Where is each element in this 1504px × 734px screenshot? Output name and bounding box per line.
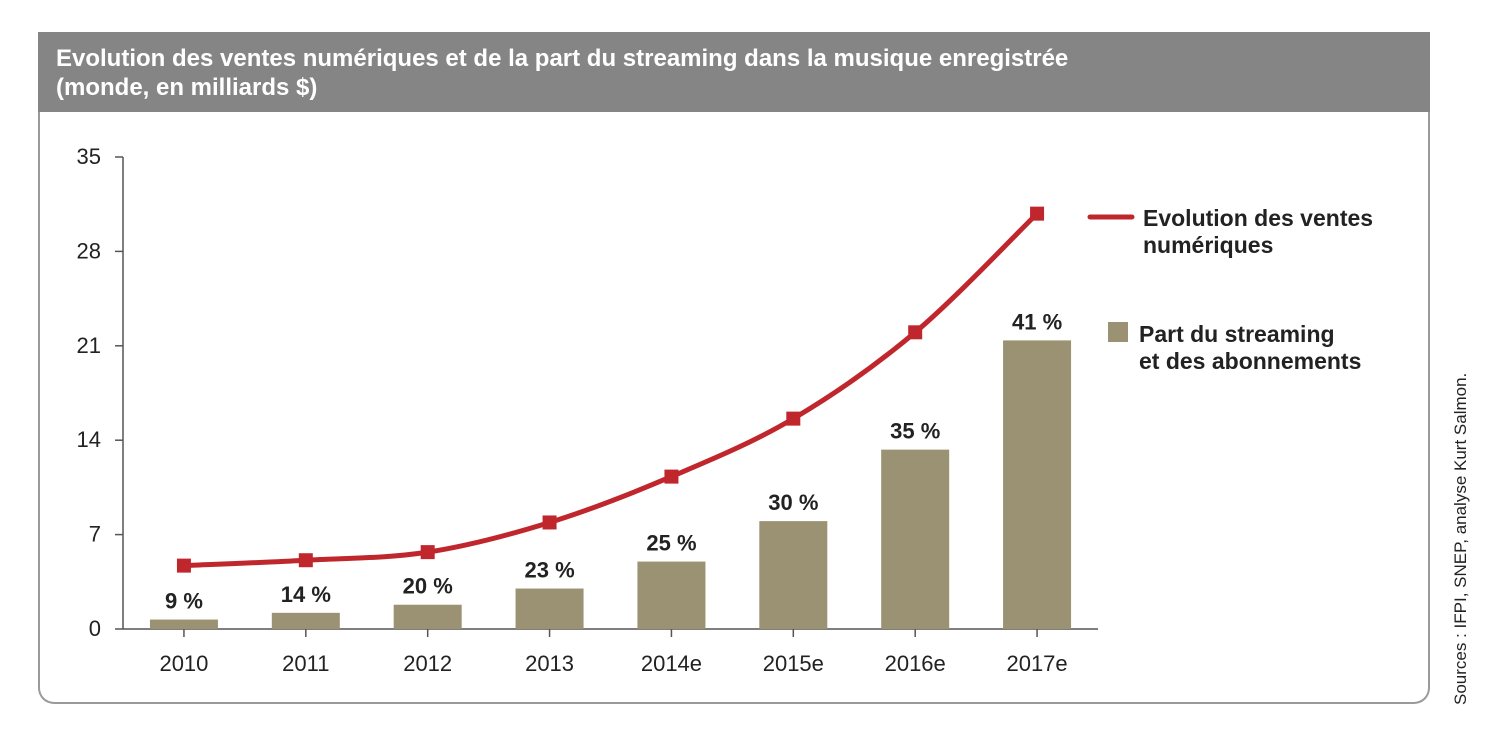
y-tick-label: 0	[89, 616, 101, 641]
x-tick-label: 2011	[282, 651, 329, 676]
bar-data-label: 41 %	[1012, 309, 1062, 334]
legend-label-line-2: et des abonnements	[1139, 348, 1361, 374]
y-tick-label: 14	[77, 427, 101, 452]
line-point-marker	[176, 558, 191, 573]
x-tick-label: 2014e	[641, 651, 702, 676]
chart-title-bar: Evolution des ventes numériques et de la…	[38, 32, 1430, 112]
bar-streaming-share	[515, 588, 584, 629]
bar-data-label: 35 %	[890, 419, 940, 444]
x-tick-label: 2015e	[763, 651, 824, 676]
y-tick-label: 21	[77, 333, 101, 358]
bar-streaming-share	[637, 561, 706, 629]
x-tick-label: 2017e	[1006, 651, 1067, 676]
bar-streaming-share	[1003, 340, 1072, 629]
bar-streaming-share	[149, 619, 218, 629]
bar-data-label: 25 %	[646, 531, 696, 556]
legend-label-line-2: numériques	[1143, 232, 1273, 258]
x-tick-label: 2010	[159, 651, 208, 676]
bar-streaming-share	[393, 604, 462, 629]
legend-label-line-1: Evolution des ventes	[1143, 205, 1373, 231]
x-tick-label: 2012	[403, 651, 452, 676]
bar-data-label: 30 %	[768, 490, 818, 515]
y-tick-label: 35	[77, 144, 101, 169]
legend-label-line-1: Part du streaming	[1139, 321, 1335, 347]
bar-streaming-share	[881, 449, 950, 629]
y-tick-label: 7	[89, 522, 101, 547]
line-point-marker	[1030, 206, 1045, 221]
chart-panel	[38, 32, 1430, 704]
legend-bar-swatch	[1108, 322, 1128, 342]
line-point-marker	[420, 545, 435, 560]
bar-data-label: 14 %	[281, 582, 331, 607]
y-tick-label: 28	[77, 238, 101, 263]
chart-title-line-2: (monde, en milliards $)	[56, 74, 318, 101]
line-point-marker	[664, 469, 679, 484]
bar-streaming-share	[759, 521, 828, 629]
chart-title-line-1: Evolution des ventes numériques et de la…	[56, 45, 1069, 72]
source-note: Sources : IFPI, SNEP, analyse Kurt Salmo…	[1451, 372, 1470, 705]
bar-data-label: 9 %	[165, 589, 203, 614]
x-tick-label: 2016e	[885, 651, 946, 676]
bar-streaming-share	[271, 612, 340, 629]
bar-data-label: 23 %	[524, 558, 574, 583]
line-point-marker	[908, 325, 923, 340]
line-point-marker	[786, 411, 801, 426]
line-point-marker	[542, 515, 557, 530]
bar-data-label: 20 %	[403, 574, 453, 599]
line-point-marker	[298, 553, 313, 568]
x-tick-label: 2013	[525, 651, 574, 676]
